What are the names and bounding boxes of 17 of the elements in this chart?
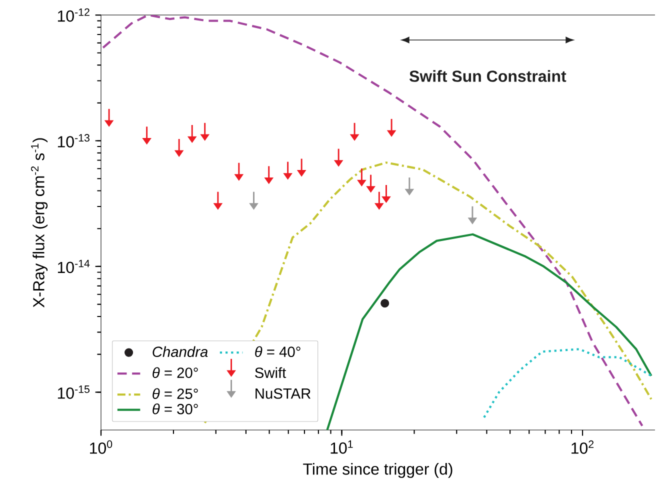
annotation: Swift Sun Constraint (409, 70, 566, 82)
y-tick-label: 10$^{-14}$ (58, 260, 90, 274)
legend-label: θ = 25° (152, 388, 198, 399)
legend-label: NuSTAR (256, 388, 310, 399)
y-tick-label: 10$^{-13}$ (58, 134, 90, 148)
legend-label: θ = 40° (255, 346, 300, 358)
x-tick-label: 10$^{1}$ (330, 440, 353, 454)
y-axis-title: X-Ray flux (erg cm$^{-2}$ s$^{-1}$) (30, 138, 48, 308)
x-tick-label: 10$^{0}$ (90, 440, 112, 454)
x-axis-title: Time since trigger (d) (303, 463, 452, 478)
y-tick-label: 10$^{-15}$ (58, 386, 90, 399)
x-tick-label: 10$^{2}$ (572, 440, 594, 454)
legend-label: θ = 20° (152, 367, 198, 378)
legend-label: θ = 30° (152, 404, 198, 414)
legend-label: Chandra (152, 346, 208, 358)
legend-label: Swift (255, 367, 286, 378)
y-tick-label: 10$^{-12}$ (58, 8, 90, 22)
